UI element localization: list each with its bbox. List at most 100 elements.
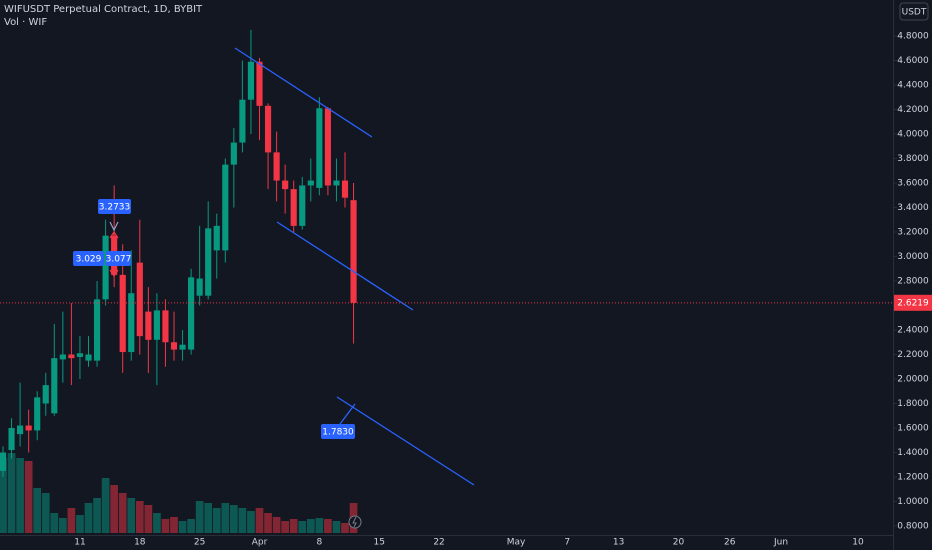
candle-body bbox=[282, 180, 289, 190]
trend-line bbox=[234, 47, 373, 138]
events-icon-bolt bbox=[352, 516, 357, 528]
arrow-marker bbox=[109, 269, 119, 278]
y-tick-label: 3.4000 bbox=[897, 203, 929, 213]
volume-bar bbox=[332, 521, 341, 533]
volume-bar bbox=[289, 519, 298, 533]
volume-bar bbox=[187, 519, 195, 533]
y-tick-label: 3.8000 bbox=[897, 154, 929, 164]
y-tick-label: 4.4000 bbox=[897, 81, 929, 91]
candle-body bbox=[256, 61, 263, 106]
volume-bar bbox=[144, 505, 153, 533]
y-tick-label: 1.8000 bbox=[897, 399, 929, 409]
volume-bar bbox=[110, 485, 118, 533]
candle-body bbox=[17, 425, 24, 435]
volume-bar bbox=[161, 519, 170, 533]
candle-body bbox=[247, 61, 255, 100]
chart-title: WIFUSDT Perpetual Contract, 1D, BYBIT bbox=[4, 4, 203, 15]
trend-line bbox=[276, 221, 414, 311]
candle-body bbox=[25, 425, 32, 431]
candle-body bbox=[333, 180, 340, 186]
annotation-label: 3.2733 bbox=[99, 203, 131, 213]
y-tick-label: 2.8000 bbox=[897, 276, 929, 286]
last-price-box bbox=[894, 294, 932, 311]
x-tick-label: 13 bbox=[613, 538, 624, 548]
x-tick-label: 10 bbox=[852, 538, 864, 548]
volume-bar bbox=[153, 513, 161, 533]
volume-bar bbox=[135, 501, 144, 533]
currency-label[interactable]: USDT bbox=[902, 8, 927, 18]
candle-body bbox=[93, 299, 101, 361]
candle-body bbox=[196, 278, 203, 296]
volume-bar bbox=[178, 521, 187, 533]
candle-body bbox=[213, 225, 220, 251]
candle-body bbox=[119, 274, 126, 353]
candle-body bbox=[59, 354, 66, 360]
callout-line bbox=[339, 403, 356, 425]
y-tick-label: 2.2000 bbox=[897, 350, 929, 360]
candle-body bbox=[239, 99, 246, 143]
last-price-label: 2.6219 bbox=[897, 298, 929, 308]
candle-body bbox=[222, 164, 229, 251]
candle-body bbox=[316, 108, 323, 188]
volume-bar bbox=[50, 513, 59, 533]
volume-bar bbox=[247, 511, 255, 533]
y-tick-label: 1.0000 bbox=[897, 497, 929, 507]
annotation-box bbox=[106, 251, 131, 266]
candle-body bbox=[42, 385, 49, 404]
volume-bar bbox=[315, 518, 324, 533]
candle-body bbox=[350, 200, 357, 303]
candle-body bbox=[324, 108, 331, 186]
x-tick-label: May bbox=[507, 538, 526, 548]
x-tick-label: 7 bbox=[564, 538, 570, 548]
y-tick-label: 4.6000 bbox=[897, 56, 929, 66]
candle-body bbox=[307, 180, 314, 186]
volume-bar bbox=[195, 501, 204, 533]
volume-bar bbox=[341, 523, 349, 533]
volume-bar bbox=[306, 519, 315, 533]
volume-bar bbox=[255, 508, 264, 533]
candle-body bbox=[290, 189, 297, 226]
annotation-boxes bbox=[73, 199, 355, 439]
y-tick-label: 2.4000 bbox=[897, 325, 929, 335]
volume-bar bbox=[281, 521, 289, 533]
y-tick-label: 1.4000 bbox=[897, 448, 929, 458]
volume-bar bbox=[67, 508, 76, 533]
x-tick-label: 25 bbox=[194, 538, 205, 548]
candle-body bbox=[170, 342, 178, 350]
volume-bar bbox=[59, 518, 67, 533]
candle-body bbox=[128, 293, 135, 353]
candle-body bbox=[136, 262, 143, 337]
candle-body bbox=[76, 353, 84, 357]
x-tick-label: 18 bbox=[134, 538, 146, 548]
annotation-label: 3.077 bbox=[106, 255, 132, 265]
y-tick-label: 3.2000 bbox=[897, 227, 929, 237]
volume-bar bbox=[93, 498, 101, 533]
annotation-label: 3.029 bbox=[76, 255, 102, 265]
candle-body bbox=[341, 180, 349, 198]
volume-bar bbox=[76, 515, 84, 533]
candle-body bbox=[102, 235, 109, 300]
annotation-box bbox=[98, 199, 131, 214]
y-tick-label: 4.2000 bbox=[897, 105, 929, 115]
x-tick-label: 20 bbox=[673, 538, 685, 548]
annotation-box bbox=[73, 251, 104, 266]
events-icon[interactable] bbox=[348, 515, 362, 529]
volume-bar bbox=[24, 461, 33, 533]
arrow-marker bbox=[109, 221, 119, 232]
volume-bar bbox=[238, 508, 247, 533]
volume-bar bbox=[101, 478, 110, 533]
x-tick-label: 26 bbox=[724, 538, 736, 548]
volume-bar bbox=[324, 519, 332, 533]
volume-bar bbox=[221, 503, 230, 533]
currency-button[interactable] bbox=[899, 2, 929, 21]
y-tick-label: 3.0000 bbox=[897, 252, 929, 262]
candle-body bbox=[0, 452, 7, 471]
candle-body bbox=[153, 310, 160, 340]
x-tick-label: 15 bbox=[373, 538, 384, 548]
y-tick-label: 1.2000 bbox=[897, 472, 929, 482]
candle-body bbox=[188, 277, 195, 350]
volume-bar bbox=[16, 458, 24, 533]
volume-bar bbox=[298, 521, 307, 533]
